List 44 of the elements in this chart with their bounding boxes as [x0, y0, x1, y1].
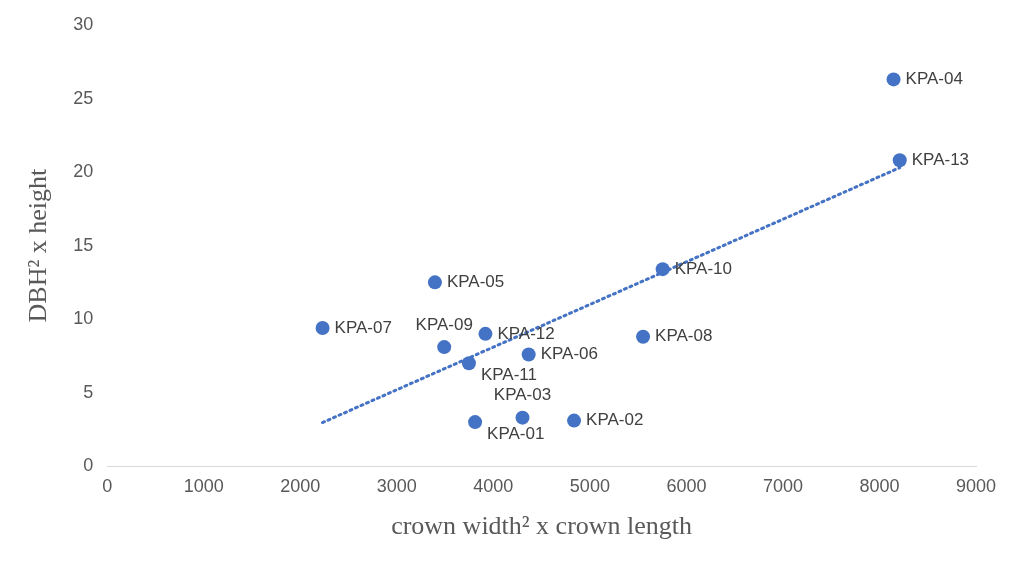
y-tick-label: 5	[83, 381, 94, 402]
point	[478, 326, 493, 341]
x-tick-label: 7000	[762, 475, 803, 496]
annotation: KPA-10	[674, 258, 732, 278]
x-tick-label: 0	[102, 475, 113, 496]
point	[521, 347, 536, 362]
annotation: KPA-11	[480, 364, 537, 384]
point	[515, 410, 530, 425]
x-tick-label: 2000	[280, 475, 321, 496]
point	[468, 415, 483, 430]
x-tick-label: 8000	[859, 475, 900, 496]
y-tick-label: 20	[73, 161, 94, 182]
annotation: KPA-04	[905, 69, 963, 89]
y-tick-label: 30	[73, 13, 94, 34]
point	[886, 72, 901, 87]
annotation: KPA-02	[586, 410, 644, 430]
y-tick-label: 15	[73, 234, 94, 255]
point	[427, 275, 442, 290]
annotation: KPA-03	[493, 385, 552, 405]
point	[636, 329, 651, 344]
point	[655, 262, 670, 277]
x-tick-label: 5000	[569, 475, 610, 496]
x-tick-label: 1000	[183, 475, 224, 496]
point	[892, 153, 907, 168]
annotation: KPA-05	[446, 272, 505, 292]
y-axis-title: DBH² x height	[23, 167, 53, 323]
x-tick-label: 3000	[376, 475, 417, 496]
point	[437, 340, 452, 355]
point	[461, 356, 476, 371]
annotation: KPA-01	[487, 423, 545, 443]
annotation: KPA-06	[540, 344, 598, 364]
annotation: KPA-07	[334, 317, 392, 337]
point	[567, 413, 582, 428]
annotation: KPA-13	[911, 149, 970, 169]
y-tick-label: 0	[83, 455, 94, 476]
x-axis-title: crown width² x crown length	[391, 511, 693, 541]
y-tick-label: 10	[73, 308, 94, 329]
x-tick-label: 6000	[666, 475, 707, 496]
x-tick-label: 4000	[473, 475, 514, 496]
y-tick-label: 25	[73, 87, 94, 108]
annotation: KPA-08	[655, 326, 713, 346]
annotation: KPA-09	[415, 314, 473, 334]
x-tick-label: 9000	[955, 475, 997, 496]
point	[315, 320, 330, 335]
